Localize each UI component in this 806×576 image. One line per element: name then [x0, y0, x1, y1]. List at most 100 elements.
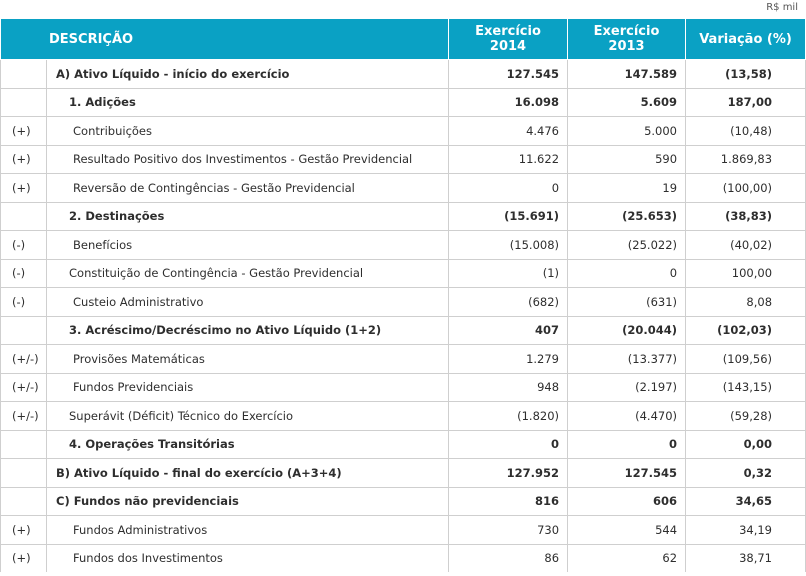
value-2013-cell: 5.609 — [567, 87, 687, 117]
value-2013-cell: (20.044) — [567, 315, 687, 345]
sign-cell — [0, 458, 47, 488]
sign-cell — [0, 87, 47, 117]
variation-cell: (109,56) — [685, 344, 806, 374]
table-row: 2. Destinações (15.691) (25.653) (38,83) — [0, 201, 806, 231]
value-2014-cell: (682) — [448, 287, 569, 317]
variation-cell: 0,00 — [685, 429, 806, 459]
description-cell: Reversão de Contingências - Gestão Previ… — [45, 173, 450, 203]
table-row: 4. Operações Transitórias 0 0 0,00 — [0, 429, 806, 459]
value-2014-cell: 16.098 — [448, 87, 569, 117]
financial-table: DESCRIÇÃO Exercício 2014 Exercício 2013 Va… — [0, 18, 806, 572]
description-cell: Fundos dos Investimentos — [45, 543, 450, 572]
value-2013-cell: 590 — [567, 144, 687, 174]
table-row: (+/-) Provisões Matemáticas 1.279 (13.37… — [0, 344, 806, 374]
description-cell: Fundos Previdenciais — [45, 372, 450, 402]
sign-cell — [0, 315, 47, 345]
header-row: DESCRIÇÃO Exercício 2014 Exercício 2013 Va… — [0, 18, 806, 60]
value-2014-cell: 730 — [448, 515, 569, 545]
sign-cell: (+) — [0, 173, 47, 203]
variation-cell: 100,00 — [685, 258, 806, 288]
value-2013-cell: 19 — [567, 173, 687, 203]
value-2013-cell: 0 — [567, 429, 687, 459]
description-cell: B) Ativo Líquido - final do exercício (A… — [45, 458, 450, 488]
variation-cell: (40,02) — [685, 230, 806, 260]
description-cell: C) Fundos não previdenciais — [45, 486, 450, 516]
variation-cell: 38,71 — [685, 543, 806, 572]
table-row: (+) Fundos dos Investimentos 86 62 38,71 — [0, 543, 806, 572]
description-cell: 4. Operações Transitórias — [45, 429, 450, 459]
sign-cell: (+) — [0, 515, 47, 545]
description-cell: Benefícios — [45, 230, 450, 260]
table-row: (+/-) Fundos Previdenciais 948 (2.197) (… — [0, 372, 806, 402]
table-row: (+/-) Superávit (Déficit) Técnico do Exe… — [0, 401, 806, 431]
value-2013-cell: 147.589 — [567, 59, 687, 89]
description-cell: Contribuições — [45, 116, 450, 146]
sign-cell: (-) — [0, 230, 47, 260]
value-2013-cell: 5.000 — [567, 116, 687, 146]
description-cell: Fundos Administrativos — [45, 515, 450, 545]
table-row: C) Fundos não previdenciais 816 606 34,6… — [0, 486, 806, 516]
header-variacao: Variação (%) — [685, 18, 806, 60]
value-2014-cell: 407 — [448, 315, 569, 345]
table-row: 3. Acréscimo/Decréscimo no Ativo Líquido… — [0, 315, 806, 345]
value-2014-cell: (15.008) — [448, 230, 569, 260]
header-exercicio-2013: Exercício 2013 — [567, 18, 687, 60]
sign-cell: (-) — [0, 258, 47, 288]
sign-cell: (-) — [0, 287, 47, 317]
sign-cell — [0, 429, 47, 459]
variation-cell: 0,32 — [685, 458, 806, 488]
value-2014-cell: (1) — [448, 258, 569, 288]
table-row: (+) Fundos Administrativos 730 544 34,19 — [0, 515, 806, 545]
sign-cell: (+/-) — [0, 401, 47, 431]
description-cell: Constituição de Contingência - Gestão Pr… — [45, 258, 450, 288]
variation-cell: (13,58) — [685, 59, 806, 89]
table-row: (-) Custeio Administrativo (682) (631) 8… — [0, 287, 806, 317]
unit-label: R$ mil — [766, 2, 798, 13]
sign-cell: (+/-) — [0, 344, 47, 374]
description-cell: A) Ativo Líquido - início do exercício — [45, 59, 450, 89]
variation-cell: (38,83) — [685, 201, 806, 231]
description-cell: Superávit (Déficit) Técnico do Exercício — [45, 401, 450, 431]
variation-cell: (10,48) — [685, 116, 806, 146]
table-row: (+) Reversão de Contingências - Gestão P… — [0, 173, 806, 203]
table-row: B) Ativo Líquido - final do exercício (A… — [0, 458, 806, 488]
value-2014-cell: (1.820) — [448, 401, 569, 431]
value-2014-cell: 0 — [448, 429, 569, 459]
sign-cell: (+) — [0, 144, 47, 174]
value-2013-cell: (4.470) — [567, 401, 687, 431]
variation-cell: (100,00) — [685, 173, 806, 203]
value-2013-cell: (631) — [567, 287, 687, 317]
variation-cell: (102,03) — [685, 315, 806, 345]
description-cell: 1. Adições — [45, 87, 450, 117]
sign-cell — [0, 59, 47, 89]
value-2013-cell: (25.653) — [567, 201, 687, 231]
variation-cell: 8,08 — [685, 287, 806, 317]
sign-cell: (+) — [0, 543, 47, 572]
description-cell: 2. Destinações — [45, 201, 450, 231]
sign-cell — [0, 201, 47, 231]
description-cell: Provisões Matemáticas — [45, 344, 450, 374]
value-2014-cell: 11.622 — [448, 144, 569, 174]
value-2013-cell: (2.197) — [567, 372, 687, 402]
value-2014-cell: 816 — [448, 486, 569, 516]
value-2014-cell: 4.476 — [448, 116, 569, 146]
variation-cell: (143,15) — [685, 372, 806, 402]
value-2013-cell: 62 — [567, 543, 687, 572]
value-2014-cell: 948 — [448, 372, 569, 402]
variation-cell: 34,65 — [685, 486, 806, 516]
value-2014-cell: 0 — [448, 173, 569, 203]
value-2014-cell: 86 — [448, 543, 569, 572]
variation-cell: 187,00 — [685, 87, 806, 117]
table-row: (+) Contribuições 4.476 5.000 (10,48) — [0, 116, 806, 146]
header-descricao: DESCRIÇÃO — [0, 18, 450, 60]
sign-cell — [0, 486, 47, 516]
value-2013-cell: 0 — [567, 258, 687, 288]
table-row: A) Ativo Líquido - início do exercício 1… — [0, 59, 806, 89]
value-2013-cell: (25.022) — [567, 230, 687, 260]
description-cell: Resultado Positivo dos Investimentos - G… — [45, 144, 450, 174]
header-exercicio-2014: Exercício 2014 — [448, 18, 569, 60]
variation-cell: 1.869,83 — [685, 144, 806, 174]
value-2013-cell: 606 — [567, 486, 687, 516]
value-2013-cell: 544 — [567, 515, 687, 545]
table-row: (-) Constituição de Contingência - Gestã… — [0, 258, 806, 288]
